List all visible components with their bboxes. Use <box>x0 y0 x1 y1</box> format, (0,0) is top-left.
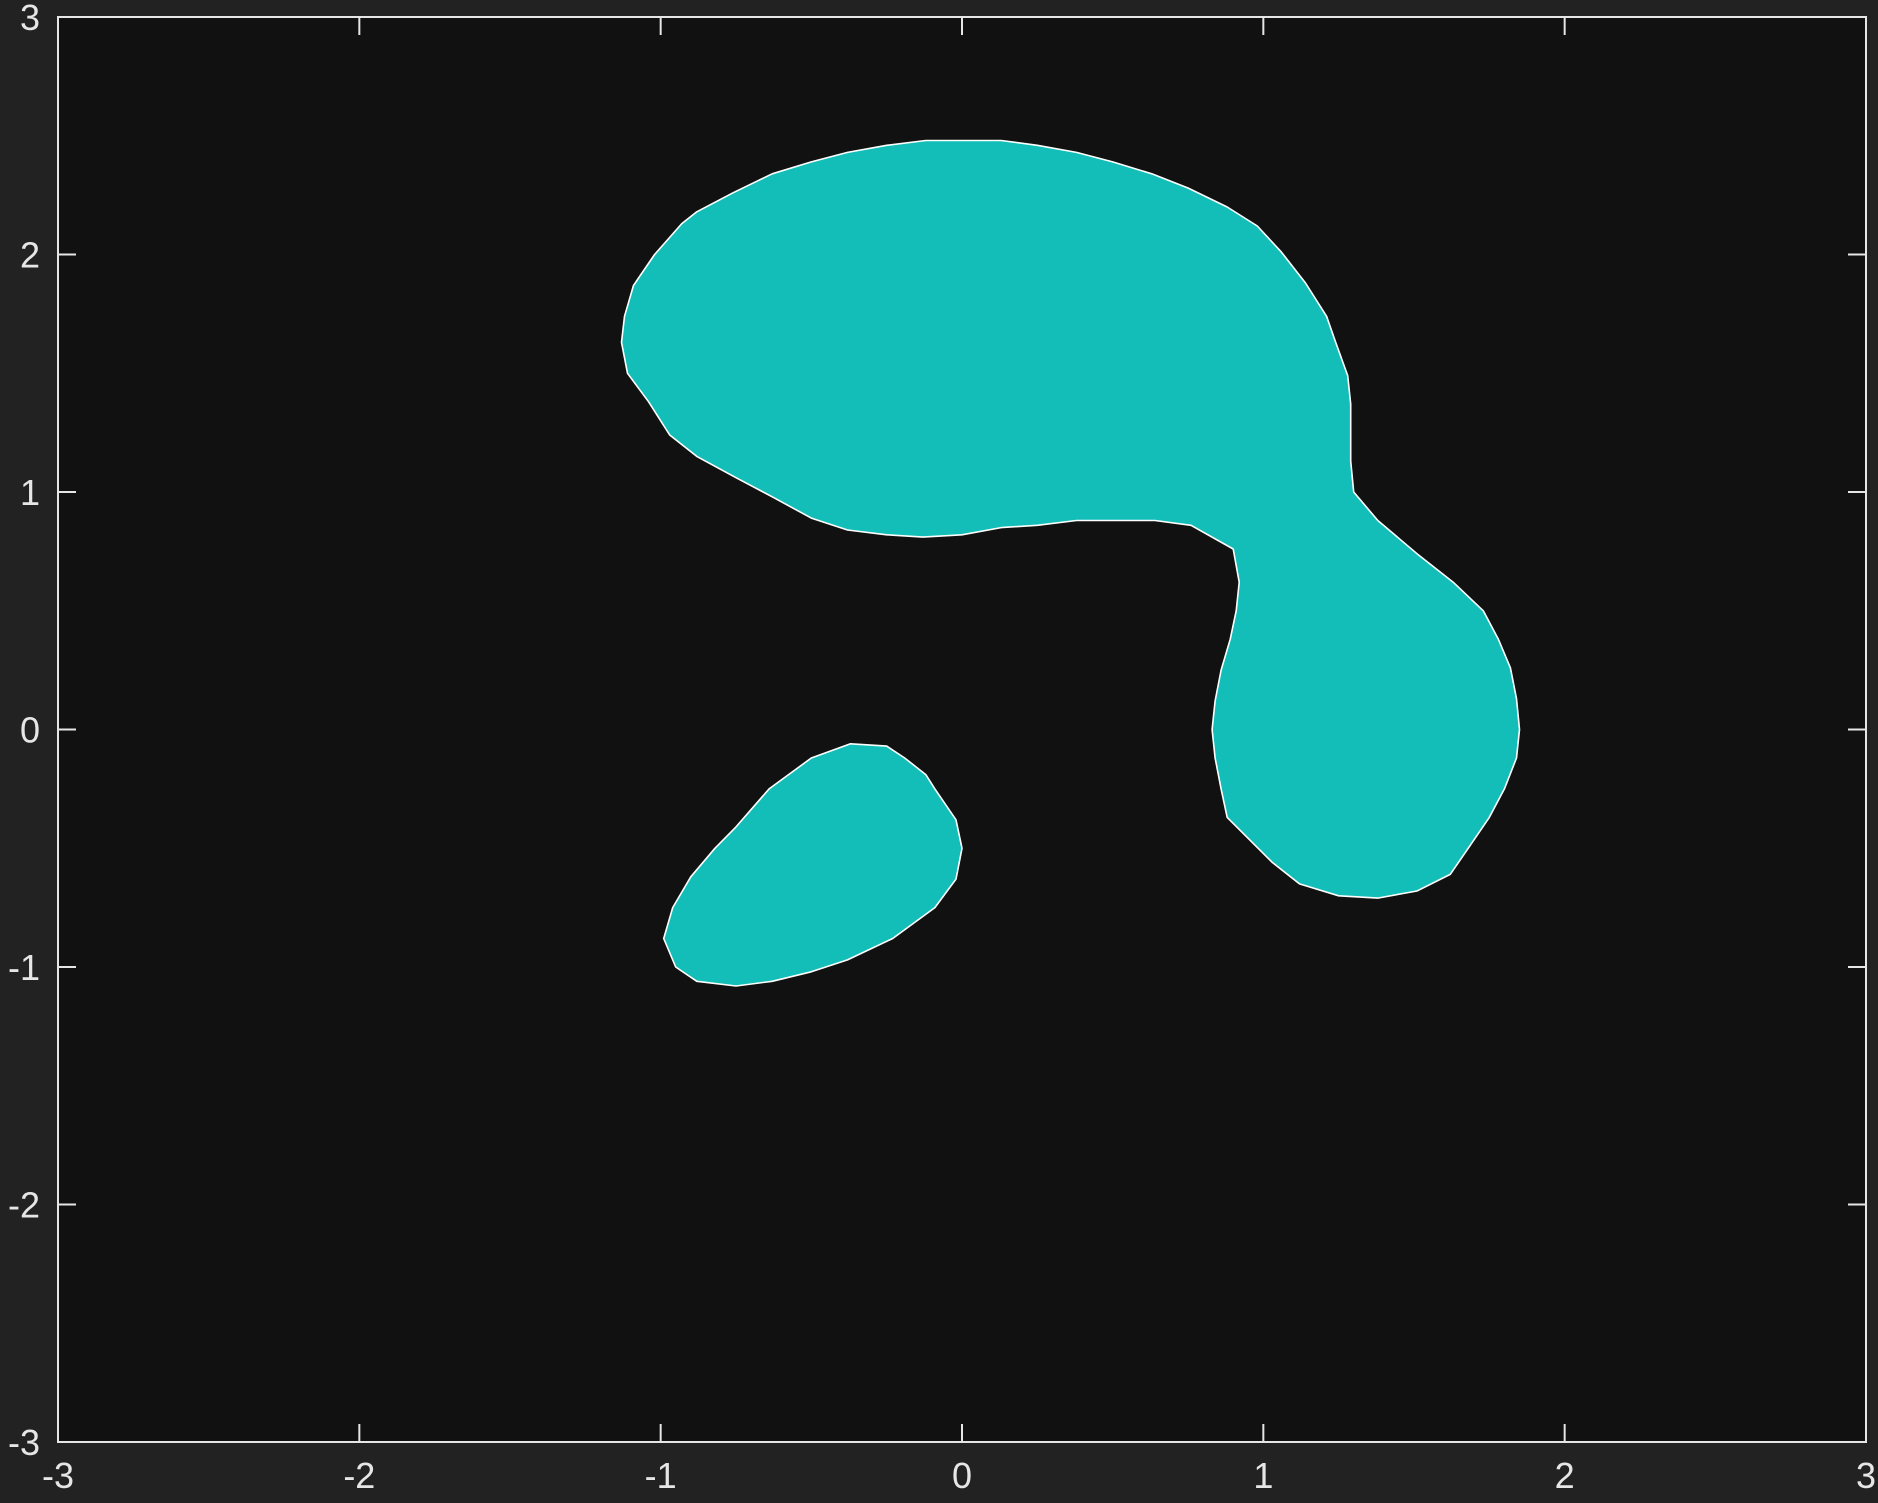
y-tick-label: -2 <box>8 1185 40 1226</box>
x-tick-label: -2 <box>343 1455 375 1496</box>
x-tick-label: 2 <box>1555 1455 1575 1496</box>
x-tick-label: 3 <box>1856 1455 1876 1496</box>
x-tick-label: -3 <box>42 1455 74 1496</box>
y-tick-label: 2 <box>20 235 40 276</box>
y-tick-label: 1 <box>20 472 40 513</box>
filled-region-1 <box>620 139 1521 899</box>
y-tick-label: 3 <box>20 0 40 38</box>
x-tick-label: -1 <box>645 1455 677 1496</box>
y-tick-label: -3 <box>8 1422 40 1463</box>
filled-region-2 <box>662 742 963 987</box>
axis-ticks <box>57 16 1867 1443</box>
x-tick-label: 1 <box>1253 1455 1273 1496</box>
y-tick-label: 0 <box>20 710 40 751</box>
x-tick-label: 0 <box>952 1455 972 1496</box>
filled-regions <box>620 139 1521 987</box>
y-tick-label: -1 <box>8 947 40 988</box>
tick-labels: -3 -2 -1 0 1 2 3 -3 -2 -1 0 1 2 3 <box>8 0 1876 1496</box>
